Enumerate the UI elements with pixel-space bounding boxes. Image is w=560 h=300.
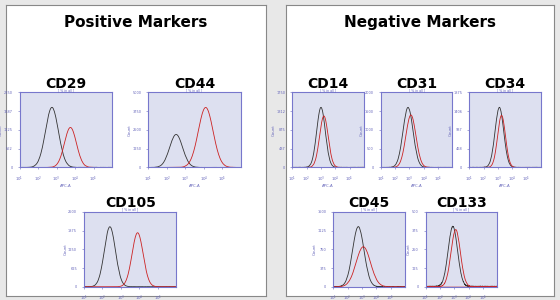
Y-axis label: Count: Count [449, 124, 452, 136]
Text: [ % in all ]: [ % in all ] [58, 88, 74, 92]
Y-axis label: Count: Count [63, 243, 67, 255]
Text: Negative Markers: Negative Markers [344, 15, 496, 30]
Text: CD29: CD29 [45, 77, 86, 91]
Text: [ % in all ]: [ % in all ] [497, 88, 514, 92]
X-axis label: APC-A: APC-A [60, 184, 72, 188]
X-axis label: APC-A: APC-A [500, 184, 511, 188]
X-axis label: APC-A: APC-A [189, 184, 200, 188]
Text: [ % in all ]: [ % in all ] [408, 88, 425, 92]
Text: CD14: CD14 [307, 77, 349, 91]
Text: CD45: CD45 [348, 196, 390, 210]
Y-axis label: Count: Count [0, 124, 3, 136]
Y-axis label: Count: Count [272, 124, 276, 136]
Text: Positive Markers: Positive Markers [64, 15, 208, 30]
Text: CD31: CD31 [396, 77, 437, 91]
Y-axis label: Count: Count [360, 124, 364, 136]
Y-axis label: Count: Count [128, 124, 132, 136]
Text: CD133: CD133 [436, 196, 487, 210]
X-axis label: APC-A: APC-A [323, 184, 334, 188]
Y-axis label: Count: Count [312, 243, 316, 255]
Text: [ % in all ]: [ % in all ] [320, 88, 337, 92]
X-axis label: APC-A: APC-A [411, 184, 422, 188]
Y-axis label: Count: Count [407, 243, 411, 255]
Text: CD44: CD44 [174, 77, 215, 91]
Text: [ % in all ]: [ % in all ] [186, 88, 203, 92]
Text: [ % in all ]: [ % in all ] [122, 207, 138, 212]
Text: CD34: CD34 [484, 77, 526, 91]
Text: [ % in all ]: [ % in all ] [361, 207, 377, 212]
Text: [ % in all ]: [ % in all ] [453, 207, 470, 212]
Text: CD105: CD105 [105, 196, 156, 210]
